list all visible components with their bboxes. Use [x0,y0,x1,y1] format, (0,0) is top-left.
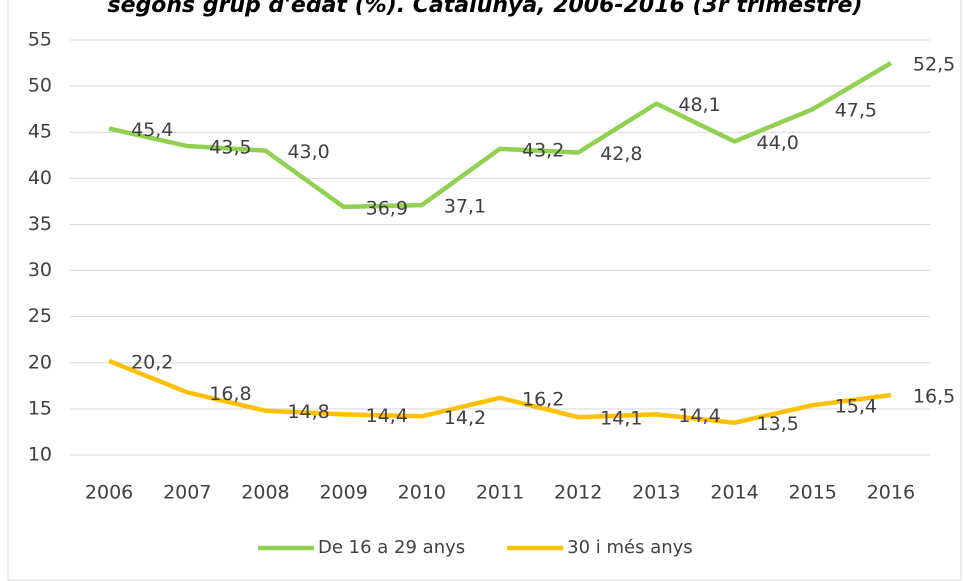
x-tick-label: 2016 [867,482,915,504]
x-tick-label: 2012 [554,482,602,504]
data-label: 20,2 [131,351,173,373]
y-tick-label: 50 [28,75,52,97]
data-label: 43,5 [209,137,251,159]
data-label: 15,4 [835,396,877,418]
x-tick-label: 2015 [789,482,837,504]
data-label: 14,4 [366,405,408,427]
x-tick-label: 2011 [476,482,524,504]
series-line [108,61,893,210]
y-tick-label: 20 [28,351,52,373]
data-label: 43,0 [287,141,329,163]
y-tick-label: 40 [28,167,52,189]
y-tick-label: 45 [28,121,52,143]
data-label: 16,5 [913,386,955,408]
data-label: 47,5 [835,100,877,122]
data-label: 43,2 [522,139,564,161]
data-label: 14,2 [444,407,486,429]
data-label: 52,5 [913,54,955,76]
y-tick-label: 25 [28,305,52,327]
data-label: 45,4 [131,119,173,141]
y-tick-label: 10 [28,444,52,466]
x-tick-label: 2006 [85,482,133,504]
data-label: 44,0 [757,132,799,154]
x-tick-label: 2013 [632,482,680,504]
y-tick-label: 35 [28,213,52,235]
data-label: 48,1 [678,94,720,116]
data-label: 14,8 [287,401,329,423]
data-label: 16,8 [209,383,251,405]
series-line [108,358,892,425]
legend-label: De 16 a 29 anys [318,537,465,558]
legend-label: 30 i més anys [567,537,693,558]
x-tick-label: 2008 [241,482,289,504]
data-label: 13,5 [757,413,799,435]
x-tick-label: 2007 [163,482,211,504]
data-label: 16,2 [522,388,564,410]
y-tick-label: 15 [28,397,52,419]
x-tick-label: 2010 [398,482,446,504]
data-label: 36,9 [366,197,408,219]
chart-title: segons grup d'edat (%). Catalunya, 2006-… [107,0,862,18]
chart-border [7,0,962,581]
x-tick-label: 2014 [710,482,758,504]
data-label: 14,1 [600,408,642,430]
data-label: 37,1 [444,196,486,218]
data-label: 14,4 [678,405,720,427]
x-tick-label: 2009 [319,482,367,504]
y-tick-label: 55 [28,29,52,51]
data-label: 42,8 [600,143,642,165]
y-tick-label: 30 [28,259,52,281]
